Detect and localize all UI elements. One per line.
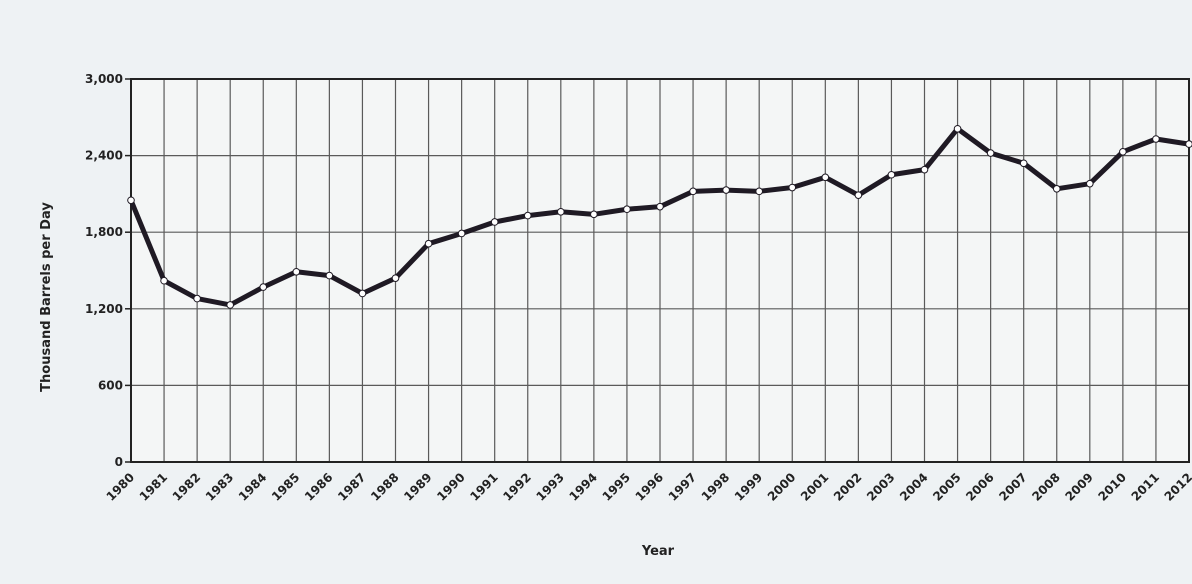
data-point: [689, 187, 697, 196]
x-tick-label: 2002: [831, 470, 865, 504]
data-point: [590, 210, 598, 219]
x-tick-label: 2011: [1129, 470, 1163, 504]
x-tick-label: 1983: [203, 470, 237, 504]
x-tick-label: 2012: [1162, 470, 1192, 504]
data-point: [1119, 147, 1127, 156]
data-point: [1152, 135, 1160, 143]
x-tick-label: 1991: [467, 470, 501, 504]
y-axis-ticks: 0 600 1,200 1,800 2,400 3,000: [85, 72, 131, 469]
x-tick-label: 1987: [335, 470, 369, 504]
x-tick-label: 2007: [996, 470, 1030, 504]
x-tick-label: 1996: [633, 470, 667, 504]
plot-frame: [130, 78, 1190, 463]
data-point: [292, 267, 301, 276]
data-point: [391, 274, 400, 282]
data-point: [557, 207, 565, 216]
data-point: [1052, 184, 1061, 193]
horizontal-gridlines: [131, 155, 1189, 386]
y-tick-label: 0: [115, 455, 123, 469]
data-point: [722, 186, 730, 194]
x-tick-label: 1993: [533, 470, 567, 504]
x-tick-label: 2010: [1095, 470, 1129, 504]
data-point: [259, 283, 268, 291]
y-tick-label: 1,800: [85, 225, 123, 239]
data-points: [127, 124, 1192, 309]
x-tick-label: 1984: [236, 470, 270, 504]
x-tick-label: 1988: [368, 470, 402, 504]
x-tick-label: 2009: [1062, 470, 1096, 504]
x-tick-label: 1980: [104, 470, 138, 504]
x-tick-label: 1995: [600, 470, 634, 504]
data-point: [490, 218, 499, 226]
vertical-gridlines: [163, 79, 1157, 462]
x-tick-label: 1989: [401, 470, 435, 504]
y-axis-label: Thousand Barrels per Day: [39, 202, 54, 392]
data-point: [821, 173, 830, 182]
data-point: [953, 124, 962, 133]
x-tick-label: 1986: [302, 470, 336, 504]
data-point: [755, 187, 763, 196]
x-tick-label: 1998: [699, 470, 733, 504]
x-axis-label: Year: [641, 544, 675, 559]
x-tick-label: 2005: [930, 470, 964, 504]
x-tick-label: 1997: [666, 470, 700, 504]
data-point: [193, 294, 201, 303]
data-point: [788, 183, 797, 192]
data-point: [656, 202, 664, 211]
data-point: [325, 271, 334, 280]
data-point: [1185, 140, 1192, 148]
data-point: [920, 165, 929, 174]
x-tick-label: 1999: [732, 470, 766, 504]
x-tick-label: 2000: [765, 470, 799, 504]
y-tick-label: 3,000: [85, 72, 123, 86]
data-point: [854, 191, 863, 199]
y-tick-label: 1,200: [85, 302, 123, 316]
x-tick-label: 2008: [1029, 470, 1063, 504]
x-tick-label: 1982: [170, 470, 204, 504]
data-point: [887, 170, 896, 179]
x-tick-label: 2001: [798, 470, 832, 504]
x-tick-label: 1985: [269, 470, 303, 504]
data-point: [358, 289, 367, 298]
x-tick-label: 1992: [500, 470, 534, 504]
data-point: [523, 211, 532, 220]
data-point: [127, 196, 135, 205]
data-point: [457, 229, 466, 238]
data-point: [424, 239, 433, 248]
x-tick-label: 1981: [137, 470, 171, 504]
x-tick-label: 1990: [434, 470, 468, 504]
data-point: [160, 276, 168, 285]
x-tick-label: 2004: [897, 470, 931, 504]
data-point: [986, 149, 995, 157]
data-point: [226, 301, 234, 309]
x-tick-label: 2006: [963, 470, 997, 504]
data-point: [1086, 179, 1094, 188]
x-tick-label: 1994: [566, 470, 600, 504]
y-tick-label: 2,400: [85, 149, 123, 163]
y-tick-label: 600: [98, 378, 123, 392]
data-point: [623, 205, 631, 214]
data-point: [1019, 159, 1028, 168]
x-tick-label: 2003: [864, 470, 898, 504]
x-axis-ticks: 1980 1981 1982 1983 1984 1985 1986 1987 1988 1989…: [104, 470, 1192, 504]
